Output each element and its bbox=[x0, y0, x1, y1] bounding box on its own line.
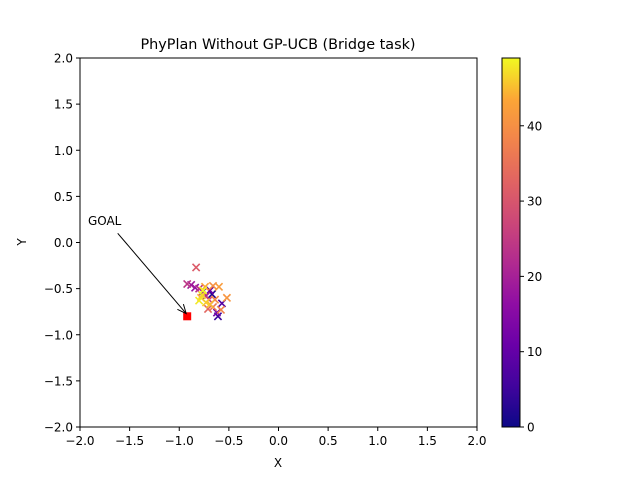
y-tick-label: −1.0 bbox=[44, 328, 73, 342]
scatter-point bbox=[205, 286, 215, 295]
y-axis-ticks: −2.0 −1.5 −1.0 −0.5 0.0 0.5 1.0 1.5 2.0 bbox=[44, 52, 80, 435]
y-tick-label: −0.5 bbox=[44, 282, 73, 296]
scatter-point bbox=[212, 308, 222, 317]
goal-annotation: GOAL bbox=[88, 214, 186, 314]
y-tick-label: 0.0 bbox=[54, 236, 73, 250]
scatter-point bbox=[201, 298, 211, 307]
scatter-point bbox=[191, 263, 201, 272]
colorbar-tick-label: 20 bbox=[527, 270, 542, 284]
chart-title: PhyPlan Without GP-UCB (Bridge task) bbox=[140, 37, 415, 53]
axes-frame bbox=[79, 57, 478, 428]
x-tick-label: −2.0 bbox=[65, 434, 94, 448]
y-tick-label: −1.5 bbox=[44, 374, 73, 388]
scatter-point bbox=[194, 296, 204, 305]
scatter-point bbox=[203, 304, 213, 314]
x-axis-label: X bbox=[274, 456, 282, 470]
scatter-point bbox=[183, 279, 192, 289]
colorbar-tick-label: 0 bbox=[527, 421, 535, 435]
x-tick-label: 1.5 bbox=[418, 434, 437, 448]
y-tick-label: 0.5 bbox=[54, 190, 73, 204]
y-tick-label: 1.0 bbox=[54, 144, 73, 158]
scatter-point bbox=[214, 282, 224, 291]
x-tick-label: 0.0 bbox=[269, 434, 288, 448]
scatter-point bbox=[222, 293, 232, 303]
y-tick-label: 2.0 bbox=[54, 52, 73, 66]
colorbar-gradient bbox=[502, 58, 520, 427]
y-axis-label: Y bbox=[15, 238, 29, 247]
colorbar-frame bbox=[501, 57, 521, 428]
colorbar-tick-label: 40 bbox=[527, 119, 542, 133]
x-tick-label: −0.5 bbox=[214, 434, 243, 448]
x-tick-label: 1.0 bbox=[368, 434, 387, 448]
y-tick-label: −2.0 bbox=[44, 421, 73, 435]
plot-area bbox=[183, 263, 232, 321]
goal-marker bbox=[183, 312, 192, 321]
goal-arrow bbox=[117, 232, 186, 313]
scatter-point bbox=[198, 286, 208, 295]
colorbar-tick-label: 10 bbox=[527, 345, 542, 359]
x-tick-label: 2.0 bbox=[467, 434, 486, 448]
x-tick-label: −1.5 bbox=[115, 434, 144, 448]
colorbar-tick-label: 30 bbox=[527, 195, 542, 209]
x-tick-label: 0.5 bbox=[319, 434, 338, 448]
goal-annotation-text: GOAL bbox=[88, 214, 122, 228]
colorbar: 0 10 20 30 40 bbox=[501, 57, 542, 435]
scatter-point bbox=[216, 305, 226, 315]
x-axis-ticks: −2.0 −1.5 −1.0 −0.5 0.0 0.5 1.0 1.5 2.0 bbox=[65, 427, 487, 448]
colorbar-ticks: 0 10 20 30 40 bbox=[520, 119, 542, 435]
y-tick-label: 1.5 bbox=[54, 98, 73, 112]
x-tick-label: −1.0 bbox=[165, 434, 194, 448]
